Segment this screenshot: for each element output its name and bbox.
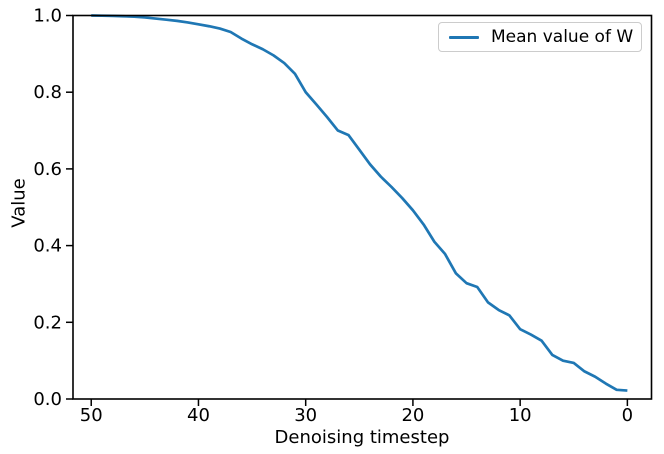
y-tick-label: 1.0 <box>33 6 62 27</box>
x-tick-label: 40 <box>187 405 210 426</box>
x-tick-label: 30 <box>294 405 317 426</box>
x-axis: 50 40 30 20 10 0 <box>80 399 633 426</box>
legend-line-sample <box>449 35 479 39</box>
y-tick-label: 0.8 <box>33 82 62 103</box>
x-axis-label: Denoising timestep <box>274 427 450 448</box>
legend: Mean value of W <box>438 22 642 52</box>
x-tick-label: 20 <box>401 405 424 426</box>
legend-label: Mean value of W <box>491 27 634 47</box>
x-tick-label: 0 <box>622 405 633 426</box>
y-axis: 0.0 0.2 0.4 0.6 0.8 1.0 <box>33 6 73 410</box>
y-tick-label: 0.2 <box>33 312 62 333</box>
y-axis-label: Value <box>8 178 30 228</box>
axes-spines <box>72 14 653 400</box>
x-tick-label: 50 <box>80 405 103 426</box>
y-tick-label: 0.6 <box>33 159 62 180</box>
mean-value-line <box>91 14 628 392</box>
y-tick-label: 0.0 <box>33 389 62 410</box>
y-tick-label: 0.4 <box>33 236 62 257</box>
x-tick-label: 10 <box>509 405 532 426</box>
